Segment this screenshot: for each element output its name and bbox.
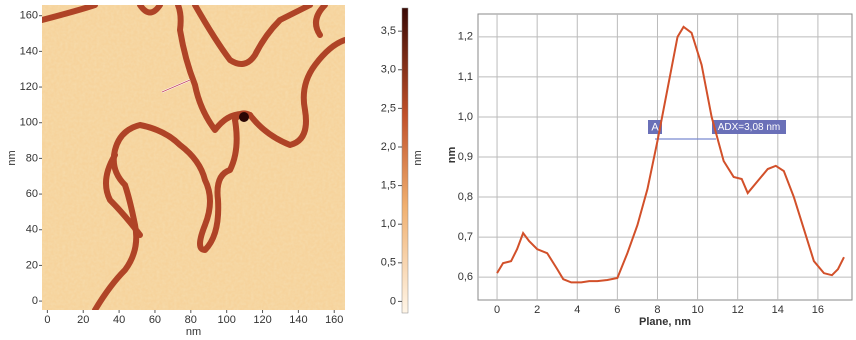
x-axis-label: Plane, nm — [639, 316, 691, 328]
annotation: ADX=3,08 nm — [718, 122, 781, 133]
x-tick-label: 160 — [325, 314, 343, 326]
x-tick-label: 8 — [654, 304, 660, 316]
x-tick-label: 0 — [44, 314, 50, 326]
colorbar-tick-label: 1,0 — [381, 218, 396, 230]
y-tick-label: 0 — [32, 295, 38, 307]
y-axis-label: nm — [446, 147, 458, 164]
y-tick-label: 20 — [26, 259, 38, 271]
y-tick-label: 100 — [20, 117, 38, 129]
x-tick-label: 100 — [217, 314, 235, 326]
colorbar-label: nm — [412, 150, 424, 165]
afm-image — [42, 5, 345, 310]
x-tick-label: 10 — [691, 304, 703, 316]
y-tick-label: 140 — [20, 45, 38, 57]
x-tick-label: 14 — [772, 304, 784, 316]
y-tick-label: 1,1 — [458, 71, 473, 83]
colorbar — [401, 7, 409, 314]
x-tick-label: 20 — [77, 314, 89, 326]
x-tick-label: 4 — [574, 304, 580, 316]
x-tick-label: 0 — [494, 304, 500, 316]
x-tick-label: 6 — [614, 304, 620, 316]
colorbar-tick-label: 3,0 — [381, 64, 396, 76]
x-tick-label: 140 — [289, 314, 307, 326]
y-tick-label: 0,8 — [458, 191, 473, 203]
x-tick-label: 12 — [732, 304, 744, 316]
y-tick-label: 80 — [26, 152, 38, 164]
x-tick-label: 16 — [812, 304, 824, 316]
x-tick-label: 40 — [113, 314, 125, 326]
annotation: A — [651, 121, 659, 133]
profile-line — [496, 25, 845, 284]
x-tick-label: 120 — [253, 314, 271, 326]
colorbar-tick-label: 0,5 — [381, 257, 396, 269]
x-tick-label: 80 — [185, 314, 197, 326]
colorbar-tick-label: 1,5 — [381, 180, 396, 192]
x-tick-label: 2 — [534, 304, 540, 316]
y-axis-label: nm — [6, 150, 18, 165]
y-tick-label: 0,7 — [458, 231, 473, 243]
annotation-box — [712, 120, 786, 134]
y-tick-label: 60 — [26, 188, 38, 200]
colorbar-tick-label: 2,5 — [381, 102, 396, 114]
y-tick-label: 0,6 — [458, 271, 473, 283]
y-tick-label: 40 — [26, 224, 38, 236]
colorbar-tick-label: 0 — [390, 295, 396, 307]
colorbar-tick-label: 3,5 — [381, 25, 396, 37]
x-axis-label: nm — [186, 326, 201, 338]
y-tick-label: 1,0 — [458, 111, 473, 123]
y-tick-label: 120 — [20, 81, 38, 93]
feature-dot — [239, 112, 249, 122]
y-tick-label: 0,9 — [458, 151, 473, 163]
y-tick-label: 160 — [20, 10, 38, 22]
x-tick-label: 60 — [149, 314, 161, 326]
profile-line-core — [161, 79, 191, 93]
colorbar-tick-label: 2,0 — [381, 141, 396, 153]
y-tick-label: 1,2 — [458, 31, 473, 43]
